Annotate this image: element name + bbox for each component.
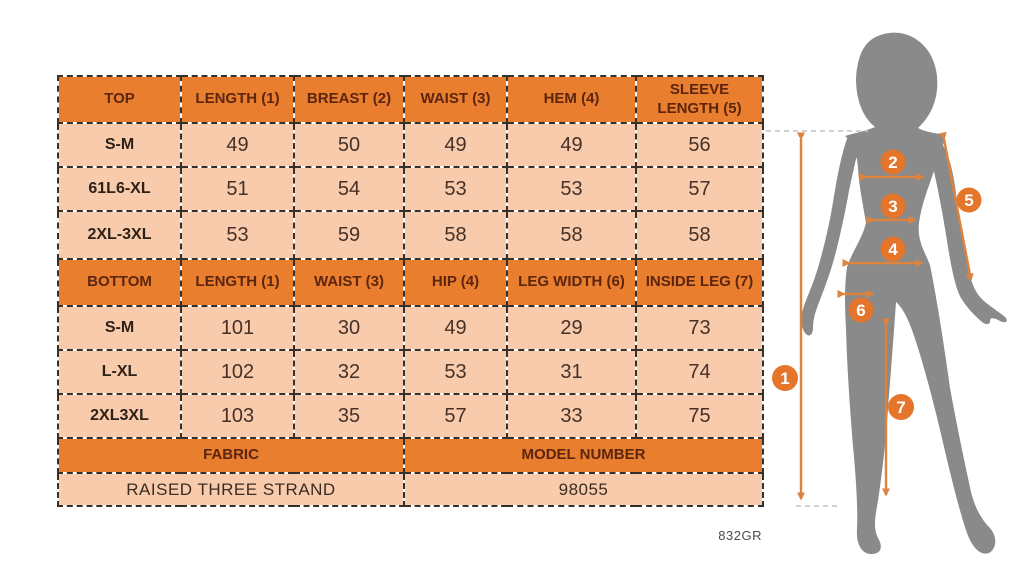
info-value-row: RAISED THREE STRAND 98055 (57, 472, 764, 507)
table-row: 2XL3XL 103 35 57 33 75 (57, 393, 764, 439)
measure-cell: 54 (293, 166, 405, 212)
bottom-header-row: BOTTOM LENGTH (1) WAIST (3) HIP (4) LEG … (57, 258, 764, 307)
measure-cell: 102 (180, 349, 295, 395)
table-row: S-M 101 30 49 29 73 (57, 305, 764, 351)
measure-cell: 101 (180, 305, 295, 351)
header-cell-hip: HIP (4) (403, 258, 508, 307)
size-label-cell: 2XL3XL (57, 393, 182, 439)
header-cell-bottom: BOTTOM (57, 258, 182, 307)
header-cell-top: TOP (57, 75, 182, 124)
measure-cell: 53 (403, 349, 508, 395)
size-label-cell: L-XL (57, 349, 182, 395)
size-chart-table: TOP LENGTH (1) BREAST (2) WAIST (3) HEM … (57, 75, 764, 507)
size-label-cell: S-M (57, 305, 182, 351)
guide-lines (766, 130, 868, 507)
info-header-row: FABRIC MODEL NUMBER (57, 437, 764, 474)
measure-cell: 58 (506, 210, 637, 260)
measure-cell: 58 (403, 210, 508, 260)
header-cell-waist: WAIST (3) (403, 75, 508, 124)
measure-cell: 29 (506, 305, 637, 351)
marker-5-label: 5 (964, 191, 973, 210)
measure-cell: 50 (293, 122, 405, 168)
header-cell-inside-leg: INSIDE LEG (7) (635, 258, 764, 307)
measure-cell: 74 (635, 349, 764, 395)
measure-cell: 73 (635, 305, 764, 351)
marker-6-label: 6 (856, 301, 865, 320)
size-label-cell: S-M (57, 122, 182, 168)
marker-1-label: 1 (780, 369, 789, 388)
measure-cell: 58 (635, 210, 764, 260)
table-row: 61L6-XL 51 54 53 53 57 (57, 166, 764, 212)
header-cell-breast: BREAST (2) (293, 75, 405, 124)
header-cell-hem: HEM (4) (506, 75, 637, 124)
measure-cell: 49 (403, 122, 508, 168)
header-cell-fabric: FABRIC (57, 437, 405, 474)
header-cell-length: LENGTH (1) (180, 75, 295, 124)
silhouette-right-arm (928, 132, 1007, 325)
measure-cell: 57 (403, 393, 508, 439)
measure-cell: 49 (403, 305, 508, 351)
measure-cell: 32 (293, 349, 405, 395)
header-cell-model-number: MODEL NUMBER (403, 437, 764, 474)
header-cell-length: LENGTH (1) (180, 258, 295, 307)
header-cell-waist: WAIST (3) (293, 258, 405, 307)
measure-cell: 56 (635, 122, 764, 168)
measure-cell: 30 (293, 305, 405, 351)
measure-cell: 31 (506, 349, 637, 395)
marker-7: 7 (888, 394, 914, 420)
style-code: 832GR (718, 528, 762, 543)
marker-3-label: 3 (888, 197, 897, 216)
marker-3: 3 (880, 193, 906, 219)
top-header-row: TOP LENGTH (1) BREAST (2) WAIST (3) HEM … (57, 75, 764, 124)
table-row: 2XL-3XL 53 59 58 58 58 (57, 210, 764, 260)
marker-6: 6 (848, 297, 874, 323)
table-row: L-XL 102 32 53 31 74 (57, 349, 764, 395)
marker-1: 1 (772, 365, 798, 391)
measure-cell: 103 (180, 393, 295, 439)
measure-cell: 33 (506, 393, 637, 439)
marker-7-label: 7 (896, 398, 905, 417)
silhouette-left-arm (801, 136, 861, 336)
marker-2: 2 (880, 149, 906, 175)
measure-cell: 53 (180, 210, 295, 260)
measure-cell: 49 (180, 122, 295, 168)
marker-5: 5 (956, 187, 982, 213)
header-cell-sleeve-length: SLEEVE LENGTH (5) (635, 75, 764, 124)
measurement-markers: 1 2 3 4 5 6 7 (772, 149, 982, 420)
arrow-sleeve (938, 131, 974, 282)
size-label-cell: 2XL-3XL (57, 210, 182, 260)
header-cell-leg-width: LEG WIDTH (6) (506, 258, 637, 307)
measure-cell: 53 (403, 166, 508, 212)
measure-cell: 57 (635, 166, 764, 212)
model-number-cell: 98055 (403, 472, 764, 507)
table-row: S-M 49 50 49 49 56 (57, 122, 764, 168)
measurement-arrows (797, 131, 974, 501)
measurement-figure: 1 2 3 4 5 6 7 (766, 32, 1007, 555)
measure-cell: 49 (506, 122, 637, 168)
size-label-cell: 61L6-XL (57, 166, 182, 212)
fabric-value-cell: RAISED THREE STRAND (57, 472, 405, 507)
measure-cell: 59 (293, 210, 405, 260)
measure-cell: 75 (635, 393, 764, 439)
female-silhouette (801, 32, 1007, 555)
marker-2-label: 2 (888, 153, 897, 172)
marker-4-label: 4 (888, 240, 898, 259)
measure-cell: 35 (293, 393, 405, 439)
measure-cell: 53 (506, 166, 637, 212)
marker-4: 4 (880, 236, 906, 262)
measure-cell: 51 (180, 166, 295, 212)
